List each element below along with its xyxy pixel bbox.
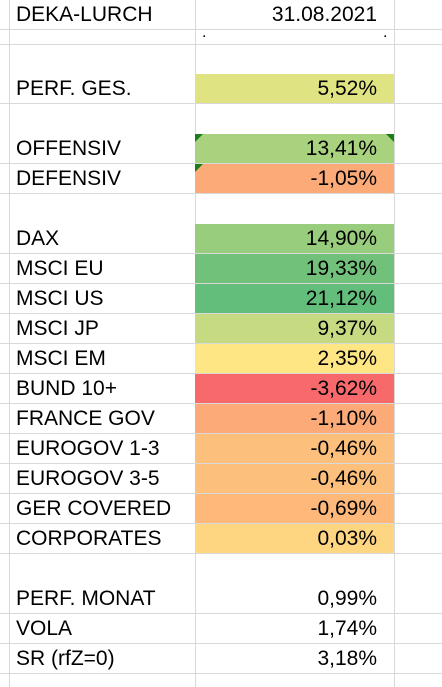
segment-label-cell[interactable]: OFFENSIV [16,137,122,160]
index-row: MSCI US 21,12% [0,284,442,314]
index-value-cell[interactable]: 14,90% [195,224,394,253]
index-label-cell[interactable]: FRANCE GOV [16,407,155,430]
perf-total-row: PERF. GES. 5,52% [0,74,442,104]
segment-value-text: -1,05% [310,167,377,190]
index-row: EUROGOV 3-5 -0,46% [0,464,442,494]
stat-row: PERF. MONAT 0,99% [0,584,442,614]
index-row: DAX 14,90% [0,224,442,254]
index-row: MSCI JP 9,37% [0,314,442,344]
index-value-cell[interactable]: 0,03% [195,524,394,553]
stat-value-cell[interactable]: 0,99% [317,587,377,610]
marker-row: . . [0,25,442,45]
index-row: MSCI EM 2,35% [0,344,442,374]
index-label-cell[interactable]: MSCI JP [16,317,99,340]
perf-total-label-cell[interactable]: PERF. GES. [16,77,132,100]
index-value-cell[interactable]: 21,12% [195,284,394,313]
index-row: BUND 10+ -3,62% [0,374,442,404]
stat-row: SR (rfZ=0) 3,18% [0,644,442,674]
segment-label-cell[interactable]: DEFENSIV [16,167,122,190]
index-row: EUROGOV 1-3 -0,46% [0,434,442,464]
index-label-cell[interactable]: BUND 10+ [16,377,117,400]
index-label-cell[interactable]: DAX [16,227,60,250]
stat-value-cell[interactable]: 3,18% [317,647,377,670]
header-label-cell[interactable]: DEKA-LURCH [16,3,153,26]
index-label-cell[interactable]: CORPORATES [16,527,162,550]
index-value-cell[interactable]: -1,10% [195,404,394,433]
header-date-cell[interactable]: 31.08.2021 [271,3,377,26]
index-value-cell[interactable]: -0,46% [195,434,394,463]
segment-value-text: 13,41% [305,137,377,160]
index-value-cell[interactable]: -3,62% [195,374,394,403]
index-label-cell[interactable]: GER COVERED [16,497,172,520]
index-value-cell[interactable]: -0,46% [195,464,394,493]
index-label-cell[interactable]: MSCI US [16,287,104,310]
index-row: FRANCE GOV -1,10% [0,404,442,434]
index-row: CORPORATES 0,03% [0,524,442,554]
stat-label-cell[interactable]: SR (rfZ=0) [16,647,115,670]
index-label-cell[interactable]: MSCI EM [16,347,106,370]
perf-total-value-cell[interactable]: 5,52% [195,74,394,103]
segment-row: DEFENSIV -1,05% [0,164,442,194]
index-label-cell[interactable]: EUROGOV 3-5 [16,467,160,490]
index-value-cell[interactable]: -0,69% [195,494,394,523]
index-label-cell[interactable]: MSCI EU [16,257,104,280]
marker-dot: . [383,24,388,41]
index-row: GER COVERED -0,69% [0,494,442,524]
comment-indicator-icon [195,134,203,142]
stat-value-cell[interactable]: 1,74% [317,617,377,640]
index-value-cell[interactable]: 9,37% [195,314,394,343]
stat-row: VOLA 1,74% [0,614,442,644]
index-row: MSCI EU 19,33% [0,254,442,284]
index-label-cell[interactable]: EUROGOV 1-3 [16,437,160,460]
index-value-cell[interactable]: 19,33% [195,254,394,283]
marker-dot: . [202,24,207,41]
index-value-cell[interactable]: 2,35% [195,344,394,373]
segment-value-cell[interactable]: -1,05% [195,164,394,193]
stat-label-cell[interactable]: PERF. MONAT [16,587,156,610]
comment-indicator-icon [195,164,203,172]
segment-value-cell[interactable]: 13,41% [195,134,394,163]
header-row: DEKA-LURCH 31.08.2021 [0,0,442,30]
stat-label-cell[interactable]: VOLA [16,617,73,640]
segment-row: OFFENSIV 13,41% [0,134,442,164]
comment-indicator-icon [386,134,394,142]
